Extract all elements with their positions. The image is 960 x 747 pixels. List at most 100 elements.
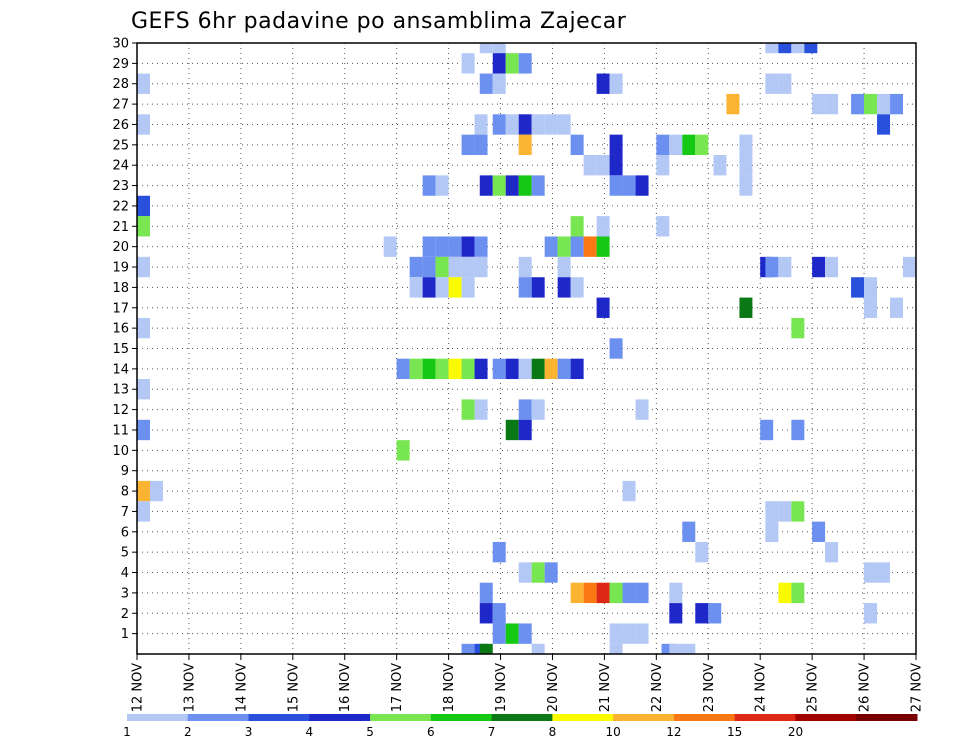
y-tick-label: 5 [121, 546, 129, 561]
precip-cell [851, 277, 865, 298]
precip-cell [557, 114, 571, 135]
precip-cell [492, 175, 506, 196]
y-tick-label: 14 [112, 362, 129, 377]
colorbar-label: 2 [184, 725, 192, 739]
colorbar-label: 10 [606, 725, 621, 739]
x-tick-label: 22 NOV [650, 663, 665, 712]
precip-cell [778, 501, 792, 522]
precip-cell [596, 73, 610, 94]
colorbar-label: 7 [488, 725, 496, 739]
precip-cell [149, 480, 163, 502]
precip-cell [137, 73, 150, 94]
precip-cell [137, 419, 150, 441]
precip-cell [695, 134, 709, 156]
precip-cell [557, 277, 571, 298]
precip-cell [461, 358, 475, 380]
precip-cell [474, 256, 488, 278]
precip-cell [479, 603, 493, 624]
y-axis: 1234567891011121314151617181920212223242… [112, 37, 137, 642]
precip-cell [609, 338, 623, 359]
precip-cell [695, 541, 709, 563]
precip-cell [518, 399, 532, 420]
precip-cell [682, 643, 696, 654]
y-tick-label: 28 [112, 77, 129, 92]
precip-cell [409, 358, 423, 380]
precip-cell [609, 582, 623, 604]
precip-cell [492, 541, 506, 563]
precip-cell [492, 603, 506, 624]
precip-cell [492, 358, 506, 380]
y-tick-label: 9 [121, 464, 129, 479]
precip-cell [531, 562, 545, 583]
y-tick-label: 21 [112, 220, 129, 235]
precip-cell [531, 643, 545, 654]
colorbar-swatch [370, 714, 432, 721]
chart-title: GEFS 6hr padavine po ansamblima Zajecar [131, 9, 627, 34]
precip-cell [474, 114, 488, 135]
x-tick-label: 17 NOV [390, 663, 405, 712]
precip-cell [890, 297, 904, 318]
precip-cell [890, 93, 904, 115]
precip-cell [544, 562, 558, 583]
colorbar-label: 5 [366, 725, 374, 739]
precip-cell [570, 277, 584, 298]
colorbar-swatch [187, 714, 250, 721]
y-tick-label: 29 [112, 57, 129, 72]
y-tick-label: 17 [112, 301, 129, 316]
x-tick-label: 16 NOV [338, 663, 353, 712]
colorbar-swatch [795, 714, 857, 721]
precip-cell [864, 297, 878, 318]
precip-cell [903, 256, 916, 278]
precip-cell [570, 582, 584, 604]
precip-cell [492, 623, 506, 644]
precip-cell [765, 73, 779, 94]
colorbar-swatch [613, 714, 675, 721]
precip-cell [812, 93, 826, 115]
precip-cell [682, 521, 696, 542]
x-tick-label: 23 NOV [702, 663, 717, 712]
colorbar-label: 1 [123, 725, 131, 739]
precip-cell [609, 643, 623, 654]
precip-cell [791, 419, 805, 441]
colorbar-swatch [491, 714, 553, 721]
x-tick-label: 26 NOV [858, 663, 873, 712]
precip-cell [739, 134, 753, 156]
precip-cell [583, 582, 597, 604]
precip-cell [505, 53, 519, 74]
precip-cell [409, 256, 423, 278]
precip-cell [713, 155, 727, 176]
precip-cell [435, 236, 449, 257]
x-tick-label: 25 NOV [806, 663, 821, 712]
precip-cell [583, 155, 597, 176]
precip-cell [656, 155, 670, 176]
x-tick-label: 20 NOV [546, 663, 561, 712]
precip-cell [544, 236, 558, 257]
colorbar-swatch [673, 714, 736, 721]
precip-cell [396, 358, 410, 380]
colorbar-label: 15 [727, 725, 742, 739]
colorbar-swatch [430, 714, 493, 721]
precip-cell [804, 43, 818, 54]
colorbar-swatch [856, 714, 918, 721]
precip-cell [479, 582, 493, 604]
precip-cell [137, 501, 150, 522]
precip-cell [461, 399, 475, 420]
precip-cell [137, 195, 150, 217]
precip-cell [656, 134, 670, 156]
precip-cell [461, 236, 475, 257]
colorbar-label: 20 [788, 725, 803, 739]
colorbar-label: 8 [549, 725, 557, 739]
precip-cell [557, 256, 571, 278]
precip-cell [609, 623, 623, 644]
precip-cell [505, 114, 519, 135]
x-tick-label: 15 NOV [286, 663, 301, 712]
precip-cell [708, 603, 722, 624]
x-tick-label: 13 NOV [182, 663, 197, 712]
precip-cell [479, 73, 493, 94]
y-tick-label: 4 [121, 566, 129, 581]
colorbar: 1 2 3 4 5 6 7 8 10 12 15 20 [123, 714, 918, 739]
precip-cell [669, 582, 683, 604]
x-tick-label: 14 NOV [234, 663, 249, 712]
precip-cell [635, 582, 649, 604]
